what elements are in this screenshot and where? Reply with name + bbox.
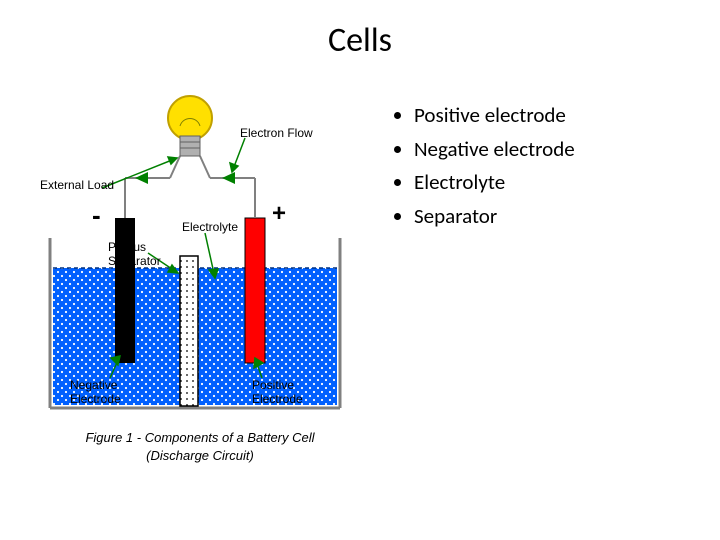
battery-cell-diagram: External Load Electron Flow Electrolyte …	[40, 78, 360, 498]
positive-electrode	[245, 218, 265, 363]
external-load-label: External Load	[40, 178, 114, 192]
list-item: Separator	[414, 201, 575, 233]
list-item: Negative electrode	[414, 134, 575, 166]
electron-flow-label: Electron Flow	[240, 126, 313, 140]
figure-caption-line1: Figure 1 - Components of a Battery Cell	[40, 430, 360, 445]
component-list: Positive electrode Negative electrode El…	[390, 100, 575, 234]
positive-electrode-label: Electrode	[252, 392, 303, 406]
porous-label: Porous	[108, 240, 146, 254]
separator-label: Separator	[108, 254, 161, 268]
minus-sign: -	[92, 200, 101, 231]
electrolyte-label: Electrolyte	[182, 220, 238, 234]
negative-label: Negative	[70, 378, 117, 392]
page-title: Cells	[0, 20, 720, 61]
positive-label: Positive	[252, 378, 294, 392]
list-item: Electrolyte	[414, 167, 575, 199]
lightbulb-icon	[168, 96, 212, 156]
separator	[180, 256, 198, 406]
list-item: Positive electrode	[414, 100, 575, 132]
negative-electrode-label: Electrode	[70, 392, 121, 406]
figure-caption-line2: (Discharge Circuit)	[40, 448, 360, 463]
plus-sign: +	[272, 200, 286, 228]
